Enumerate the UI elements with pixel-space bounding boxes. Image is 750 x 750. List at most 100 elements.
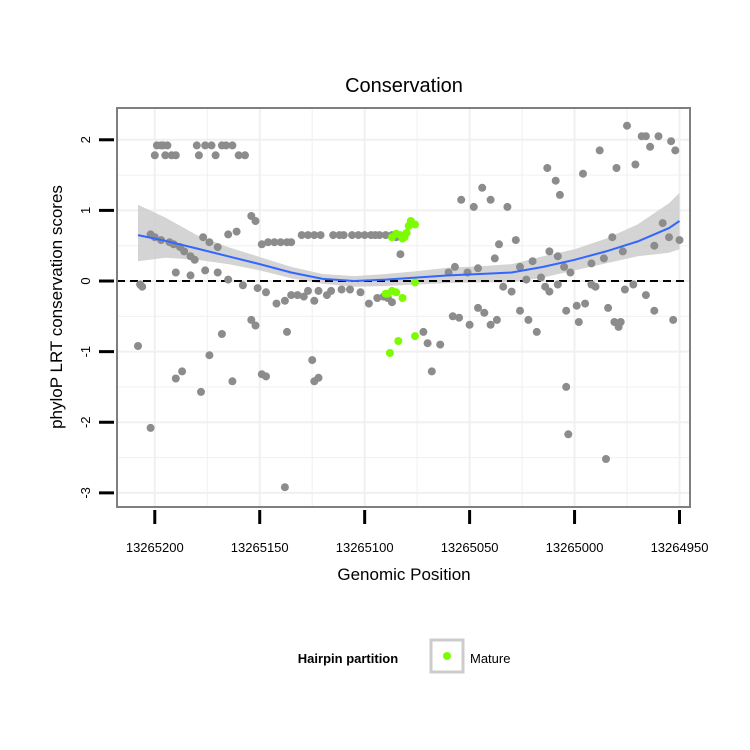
x-tick-label: 13265200: [126, 540, 184, 555]
other-point: [396, 250, 405, 259]
other-point: [591, 282, 600, 291]
other-point: [543, 164, 552, 172]
other-point: [251, 217, 260, 225]
other-point: [251, 321, 260, 330]
other-point: [602, 455, 610, 463]
other-point: [304, 231, 312, 240]
other-point: [213, 243, 222, 252]
other-point: [650, 306, 659, 315]
other-point: [381, 231, 390, 240]
other-point: [553, 252, 562, 261]
other-point: [641, 291, 650, 300]
other-point: [201, 266, 210, 275]
other-point: [574, 318, 583, 326]
other-point: [364, 299, 373, 308]
other-point: [146, 423, 155, 432]
other-point: [257, 370, 266, 379]
other-point: [262, 288, 270, 297]
other-point: [455, 313, 464, 322]
other-point: [448, 312, 457, 321]
other-point: [599, 254, 608, 263]
other-point: [161, 151, 170, 160]
other-point: [190, 255, 199, 264]
other-point: [545, 287, 554, 296]
other-point: [532, 327, 541, 336]
other-point: [238, 281, 247, 290]
other-point: [419, 327, 428, 336]
other-point: [205, 238, 214, 247]
other-point: [623, 121, 631, 130]
legend-title: Hairpin partition: [298, 651, 398, 666]
smooth-line: [137, 220, 681, 283]
other-point: [194, 151, 203, 160]
other-point: [287, 238, 296, 247]
other-point: [241, 151, 249, 160]
x-tick-label: 13264950: [651, 540, 709, 555]
other-point: [618, 247, 627, 256]
other-point: [499, 282, 508, 291]
other-point: [283, 327, 291, 336]
confidence-band-area: [138, 192, 680, 287]
other-point: [423, 339, 432, 348]
other-point: [171, 151, 180, 160]
other-point: [646, 142, 655, 151]
other-point: [192, 141, 201, 150]
other-point: [228, 141, 237, 150]
other-point: [474, 264, 482, 273]
other-point: [562, 306, 571, 315]
x-axis: 13265200 13265150 13265100 13265050 13265000…: [126, 510, 709, 555]
other-point: [604, 303, 613, 312]
other-point: [222, 141, 231, 150]
other-point: [629, 280, 638, 289]
other-point: [572, 301, 581, 310]
other-point: [178, 367, 187, 376]
other-point: [522, 275, 531, 284]
other-point: [234, 151, 243, 160]
other-point: [310, 296, 319, 305]
other-point: [232, 227, 241, 236]
other-point: [375, 231, 384, 240]
x-axis-label: Genomic Position: [337, 565, 470, 584]
other-point: [264, 238, 273, 247]
other-point: [469, 202, 478, 211]
other-point: [197, 387, 205, 396]
y-axis-label: phyloP LRT conservation scores: [47, 185, 66, 429]
other-point: [247, 315, 256, 324]
other-point: [280, 296, 289, 305]
other-point: [314, 286, 323, 295]
other-point: [348, 231, 357, 240]
other-point: [465, 320, 474, 329]
other-point: [658, 219, 667, 228]
other-point: [595, 146, 604, 155]
other-point: [566, 268, 575, 277]
plot-panel: [117, 108, 690, 507]
other-point: [667, 137, 676, 146]
other-point: [138, 282, 147, 291]
other-point: [339, 231, 348, 240]
other-point: [564, 430, 573, 439]
other-point: [171, 268, 180, 277]
chart-title: Conservation: [345, 75, 463, 97]
other-point: [616, 318, 625, 326]
other-point: [171, 374, 180, 383]
panel-border: [116, 107, 691, 508]
y-tick-label: -2: [78, 416, 93, 428]
other-point: [537, 273, 545, 282]
other-point: [310, 231, 319, 240]
legend-mature-marker: [443, 652, 451, 660]
other-point: [276, 238, 285, 247]
legend-key-box: [429, 638, 465, 674]
other-point: [631, 160, 640, 169]
other-point: [495, 240, 503, 249]
mature-point: [411, 332, 419, 341]
mature-point: [402, 229, 411, 237]
other-point: [516, 262, 524, 271]
other-point: [316, 231, 325, 240]
other-point: [654, 132, 663, 141]
legend-mature-label: Mature: [470, 651, 510, 666]
other-point: [373, 294, 382, 302]
smooth-curve: [137, 220, 681, 283]
other-point: [608, 233, 617, 242]
other-point: [545, 247, 554, 256]
other-point: [150, 151, 159, 160]
